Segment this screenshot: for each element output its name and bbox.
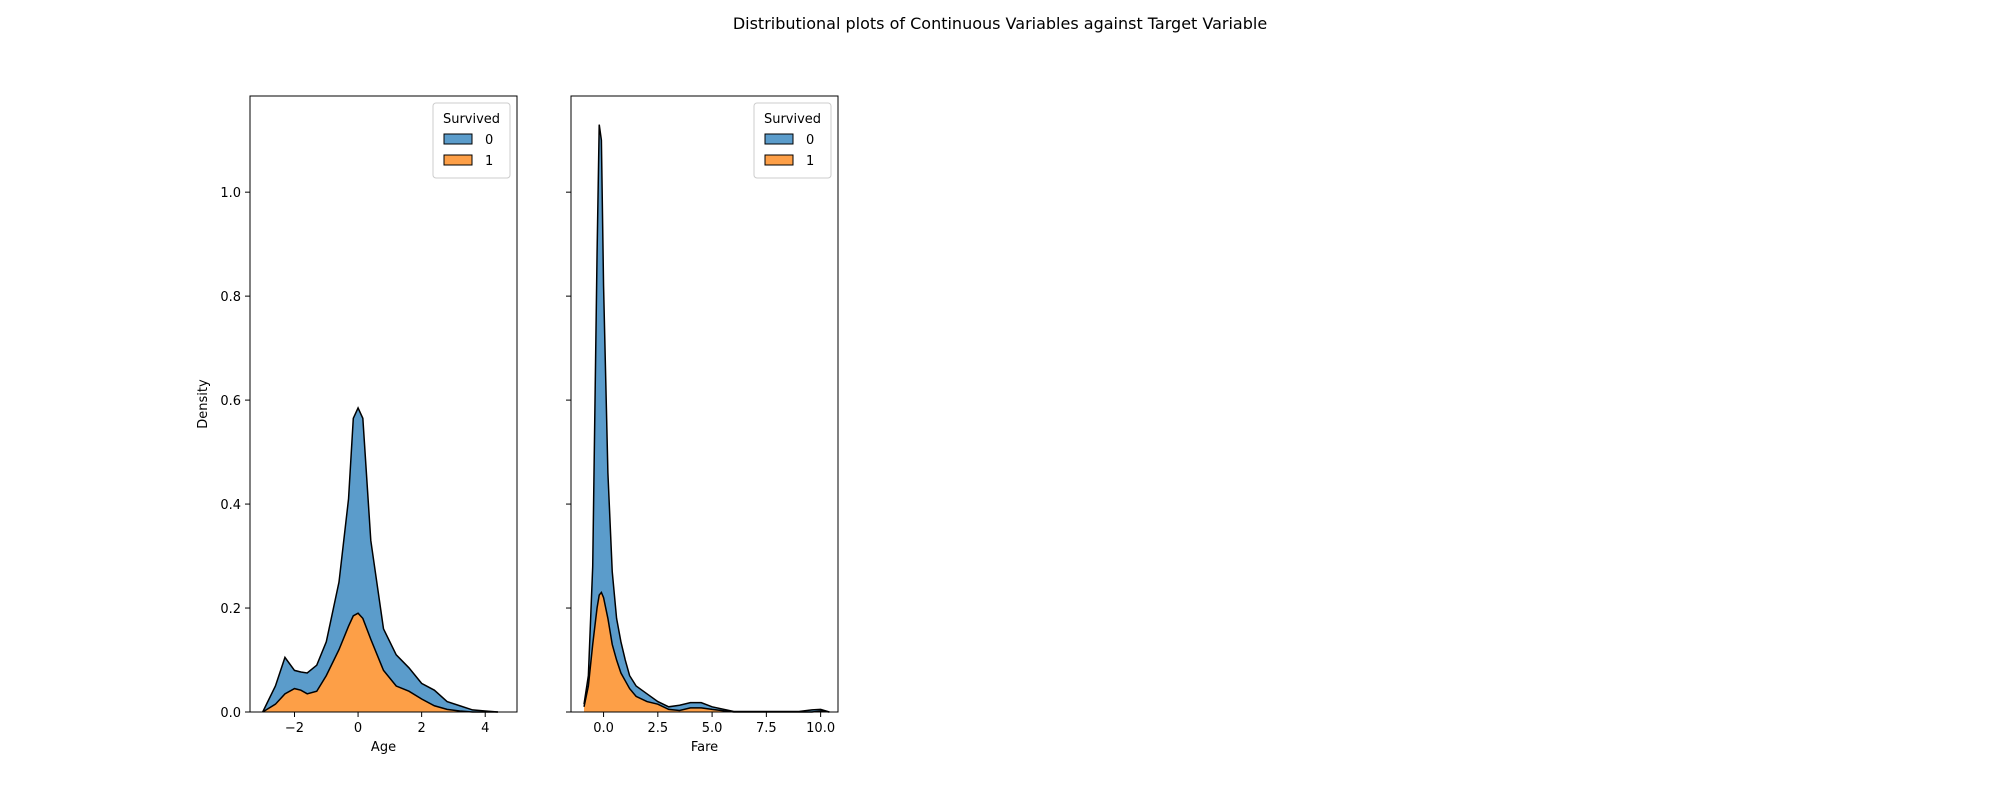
legend: Survived 0 1 [432,102,511,179]
y-axis-label: Density [196,379,211,429]
legend-label-0: 0 [806,133,814,148]
legend: Survived 0 1 [753,102,832,179]
x-tick-label: −2 [285,721,304,736]
x-tick-label: 0.0 [593,721,614,736]
legend-swatch-0 [443,133,473,145]
x-tick-label: 2.5 [647,721,668,736]
y-tick-label: 0.6 [220,394,241,409]
legend-swatch-1 [443,154,473,166]
x-tick-label: 0 [354,721,362,736]
legend-title: Survived [443,112,500,127]
y-tick-label: 0.8 [220,290,241,305]
axes-frame [570,95,839,713]
area-series-0 [262,407,498,712]
x-tick-label: 5.0 [702,721,723,736]
y-tick-label: 0.2 [220,602,241,617]
legend-label-1: 1 [485,154,493,169]
legend-swatch-0 [764,133,794,145]
x-axis-label: Age [371,740,396,755]
x-tick-label: 4 [481,721,489,736]
area-series-0 [584,124,830,713]
outline-series-0 [583,124,830,713]
area-series-1 [584,592,830,712]
x-tick-label: 2 [418,721,426,736]
x-tick-label: 10.0 [806,721,835,736]
y-tick-label: 0.4 [220,498,241,513]
legend-title: Survived [764,112,821,127]
legend-label-1: 1 [806,154,814,169]
x-axis-label: Fare [691,740,718,755]
outline-series-0 [262,406,498,713]
outline-series-1 [262,612,498,713]
age-density-panel: −2 0 2 4 0.0 0.2 0.4 0.6 0.8 1.0 Age Density Survive… [196,95,518,755]
x-tick-label: 7.5 [756,721,777,736]
legend-label-0: 0 [485,133,493,148]
legend-swatch-1 [764,154,794,166]
axes-frame [249,95,518,713]
fare-density-panel: 0.0 2.5 5.0 7.5 10.0 Fare Survived 0 1 [566,95,839,755]
y-tick-label: 1.0 [220,186,241,201]
y-tick-label: 0.0 [220,706,241,721]
figure-title: Distributional plots of Continuous Varia… [733,14,1267,33]
